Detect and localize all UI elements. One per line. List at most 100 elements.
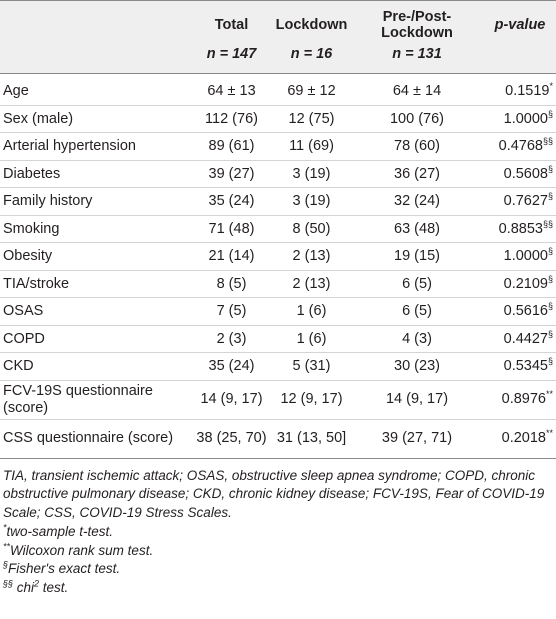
cell-prepost: 64 ± 14 <box>350 73 484 106</box>
table-row: OSAS 7 (5) 1 (6) 6 (5) 0.5616§ <box>0 297 556 326</box>
pvalue-text: 0.1519 <box>505 83 550 100</box>
pvalue-text: 0.2109 <box>503 275 548 292</box>
cell-prepost: 100 (76) <box>350 105 484 133</box>
pvalue-test-mark: § <box>547 328 553 339</box>
cell-prepost: 4 (3) <box>350 325 484 353</box>
table-row: Family history 35 (24) 3 (19) 32 (24) 0.7627… <box>0 187 556 216</box>
table-row: Sex (male) 112 (76) 12 (75) 100 (76) 1.0000§ <box>0 105 556 133</box>
row-label: Smoking <box>0 215 190 243</box>
characteristics-table: Total Lockdown Pre-/Post-Lockdown p-valu… <box>0 0 556 459</box>
cell-pvalue: 1.0000§ <box>484 105 556 133</box>
cell-lockdown: 2 (13) <box>273 270 350 298</box>
cell-pvalue: 0.2109§ <box>484 270 556 298</box>
pvalue-test-mark: ** <box>545 428 553 439</box>
header-blank <box>0 0 190 41</box>
abbreviations-note: TIA, transient ischemic attack; OSAS, ob… <box>3 467 545 520</box>
cell-total: 38 (25, 70) <box>190 419 273 459</box>
table-row: CKD 35 (24) 5 (31) 30 (23) 0.5345§ <box>0 352 556 381</box>
table-footnotes: TIA, transient ischemic attack; OSAS, ob… <box>0 459 556 598</box>
table-row: COPD 2 (3) 1 (6) 4 (3) 0.4427§ <box>0 325 556 353</box>
footnote-mark: ** <box>3 541 11 551</box>
footnote-text: Wilcoxon rank sum test. <box>10 542 154 558</box>
cell-total: 89 (61) <box>190 132 273 161</box>
header-blank-2 <box>0 41 190 74</box>
pvalue-text: 0.8976 <box>501 391 546 407</box>
cell-prepost: 78 (60) <box>350 132 484 161</box>
row-label: Obesity <box>0 242 190 271</box>
cell-prepost: 6 (5) <box>350 297 484 326</box>
cell-pvalue: 0.4427§ <box>484 325 556 353</box>
cell-total: 35 (24) <box>190 187 273 216</box>
row-label: CKD <box>0 352 190 381</box>
header-lockdown-n: n = 16 <box>273 41 350 74</box>
pvalue-text: 0.2018 <box>501 430 546 446</box>
row-label: Sex (male) <box>0 105 190 133</box>
cell-prepost: 30 (23) <box>350 352 484 381</box>
footnote-tail: test. <box>39 579 69 595</box>
cell-lockdown: 1 (6) <box>273 325 350 353</box>
pvalue-test-mark: § <box>547 301 553 312</box>
footnote-mark: §§ <box>3 578 14 588</box>
cell-lockdown: 69 ± 12 <box>273 73 350 106</box>
row-label: OSAS <box>0 297 190 326</box>
pvalue-text: 0.4427 <box>503 330 548 347</box>
cell-lockdown: 12 (75) <box>273 105 350 133</box>
pvalue-text: 0.8853 <box>498 220 543 237</box>
cell-pvalue: 0.8853§§ <box>484 215 556 243</box>
pvalue-test-mark: § <box>547 108 553 119</box>
pvalue-text: 0.7627 <box>503 193 548 210</box>
row-label: Diabetes <box>0 160 190 188</box>
cell-total: 112 (76) <box>190 105 273 133</box>
header-pvalue-blank <box>484 41 556 74</box>
header-total-n: n = 147 <box>190 41 273 74</box>
cell-lockdown: 3 (19) <box>273 187 350 216</box>
cell-lockdown: 2 (13) <box>273 242 350 271</box>
cell-lockdown: 8 (50) <box>273 215 350 243</box>
cell-pvalue: 0.7627§ <box>484 187 556 216</box>
footnote-fisher: §Fisher's exact test. <box>3 560 553 579</box>
footnote-t-test: *two-sample t-test. <box>3 523 553 542</box>
cell-total: 14 (9, 17) <box>190 380 273 420</box>
cell-pvalue: 0.5616§ <box>484 297 556 326</box>
cell-total: 8 (5) <box>190 270 273 298</box>
footnote-wilcoxon: **Wilcoxon rank sum test. <box>3 542 553 561</box>
pvalue-text: 0.4768 <box>498 138 543 155</box>
table-row: Age 64 ± 13 69 ± 12 64 ± 14 0.1519* <box>0 73 556 106</box>
header-prepost: Pre-/Post-Lockdown <box>350 0 484 41</box>
table-row: Arterial hypertension 89 (61) 11 (69) 78 (6… <box>0 132 556 161</box>
cell-pvalue: 0.8976** <box>484 380 556 420</box>
cell-lockdown: 11 (69) <box>273 132 350 161</box>
pvalue-text: 1.0000 <box>503 248 548 265</box>
cell-pvalue: 0.5608§ <box>484 160 556 188</box>
cell-pvalue: 0.5345§ <box>484 352 556 381</box>
cell-lockdown: 12 (9, 17) <box>273 380 350 420</box>
footnote-text: two-sample t-test. <box>6 524 114 539</box>
header-total: Total <box>190 0 273 41</box>
footnote-mark: § <box>3 559 9 570</box>
row-label: Family history <box>0 187 190 216</box>
pvalue-test-mark: ** <box>545 389 553 400</box>
cell-pvalue: 0.4768§§ <box>484 132 556 161</box>
table-row: FCV-19S questionnaire (score) 14 (9, 17) 1… <box>0 380 556 420</box>
row-label: COPD <box>0 325 190 353</box>
table-row: Diabetes 39 (27) 3 (19) 36 (27) 0.5608§ <box>0 160 556 188</box>
cell-lockdown: 3 (19) <box>273 160 350 188</box>
pvalue-test-mark: § <box>547 191 553 202</box>
cell-total: 71 (48) <box>190 215 273 243</box>
cell-lockdown: 1 (6) <box>273 297 350 326</box>
table-row: TIA/stroke 8 (5) 2 (13) 6 (5) 0.2109§ <box>0 270 556 298</box>
row-label: CSS questionnaire (score) <box>0 419 190 459</box>
pvalue-text: 0.5345 <box>503 358 548 375</box>
cell-prepost: 36 (27) <box>350 160 484 188</box>
pvalue-test-mark: §§ <box>542 218 553 229</box>
cell-prepost: 19 (15) <box>350 242 484 271</box>
cell-prepost: 39 (27, 71) <box>350 419 484 459</box>
pvalue-test-mark: § <box>547 246 553 257</box>
footnote-text: Fisher's exact test. <box>8 561 121 576</box>
pvalue-test-mark: § <box>547 273 553 284</box>
pvalue-test-mark: § <box>547 163 553 174</box>
header-pvalue: p-value <box>484 0 556 41</box>
cell-total: 35 (24) <box>190 352 273 381</box>
cell-total: 64 ± 13 <box>190 73 273 106</box>
pvalue-test-mark: § <box>547 356 553 367</box>
